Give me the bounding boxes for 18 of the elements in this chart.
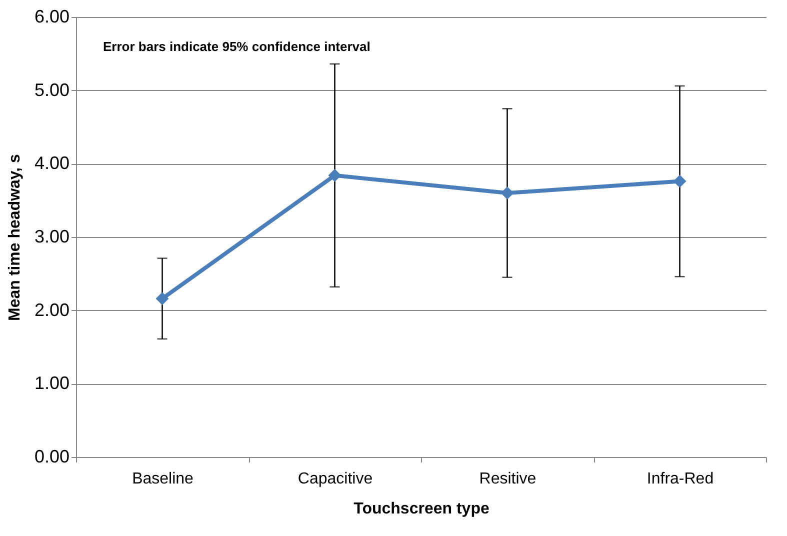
y-tick-label: 6.00 [34,6,70,26]
y-tick-label: 4.00 [34,153,70,174]
point [673,174,686,188]
annotation: Error bars indicate 95% confidence interval [103,39,370,54]
x-tick-label: Infra-Red [646,470,714,488]
point [156,292,169,306]
point [500,186,514,200]
x-tick-label: Baseline [132,470,194,488]
x-tick-label: Capacitive [298,470,373,488]
point [328,168,342,182]
y-tick-label: 0.00 [34,446,70,466]
y-tick-label: 5.00 [34,80,70,100]
y-axis-title: Mean time headway, s [6,154,24,321]
y-tick-label: 1.00 [34,373,70,394]
x-axis-title: Touchscreen type [354,500,490,518]
y-tick-label: 3.00 [34,226,70,246]
y-tick-label: 2.00 [34,300,70,320]
x-tick-label: Resitive [479,470,536,488]
